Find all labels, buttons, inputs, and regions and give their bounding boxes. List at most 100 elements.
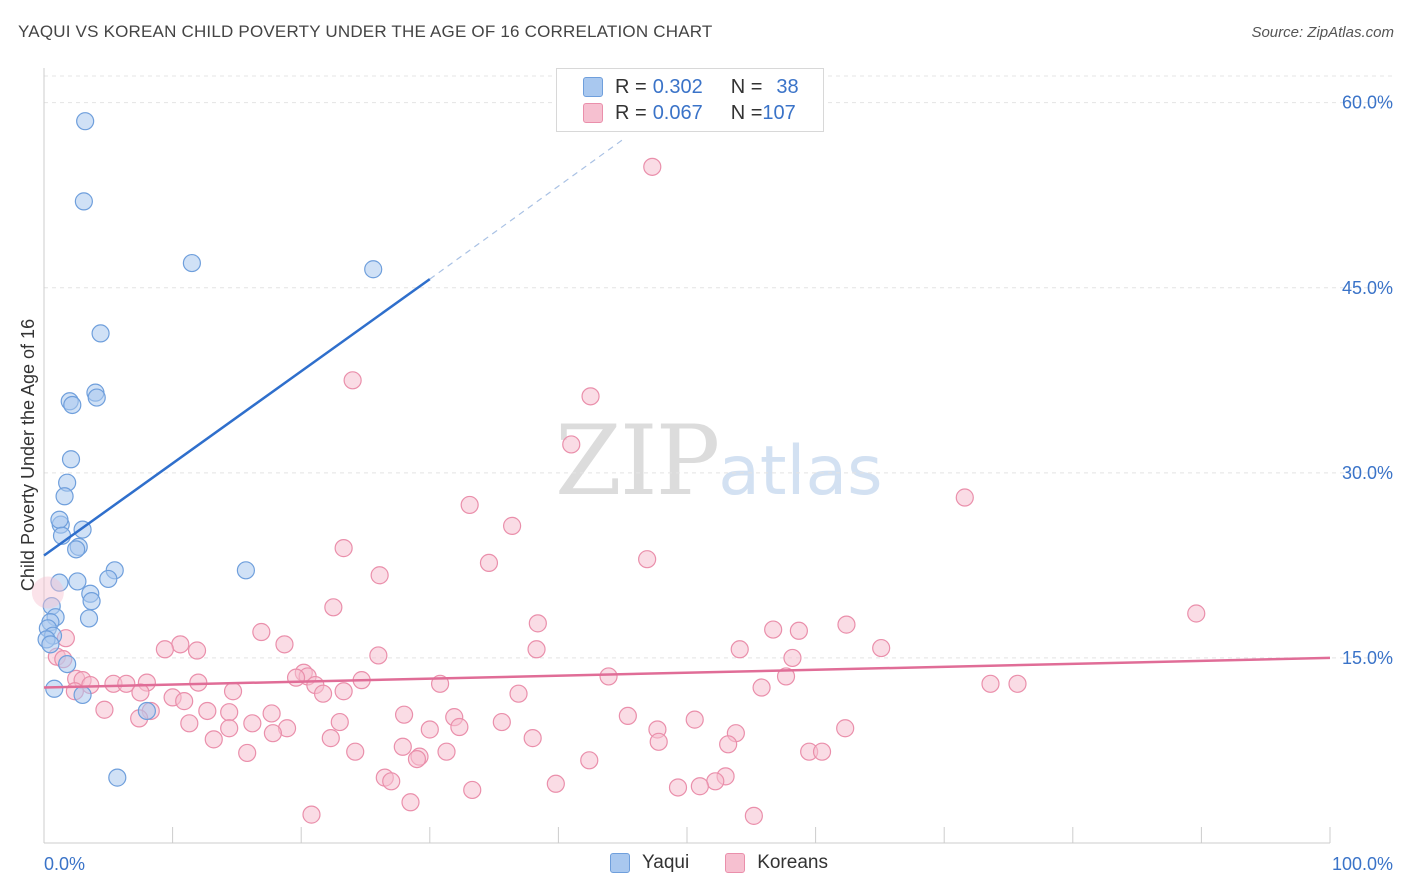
legend-swatch-koreans <box>583 103 603 123</box>
koreans-point <box>369 646 388 665</box>
yaqui-point <box>73 685 92 705</box>
koreans-point <box>243 714 262 733</box>
koreans-point <box>223 682 243 701</box>
koreans-point <box>334 539 353 558</box>
legend-n-value: 107 <box>762 101 796 124</box>
legend-n-label: N = <box>730 75 763 98</box>
yaqui-point <box>58 654 77 674</box>
koreans-point <box>31 576 64 609</box>
y-tick-label: 60.0% <box>1342 93 1393 113</box>
koreans-point <box>668 778 688 797</box>
koreans-point <box>562 435 581 454</box>
koreans-point <box>330 712 349 732</box>
koreans-point <box>131 683 150 702</box>
yaqui-point <box>74 192 93 211</box>
koreans-point <box>690 777 709 796</box>
series-swatch-yaqui <box>610 853 630 873</box>
koreans-point <box>220 703 239 722</box>
koreans-point <box>685 710 704 729</box>
koreans-point <box>706 772 725 791</box>
legend-r-label: R = <box>615 101 647 124</box>
koreans-point <box>313 684 333 703</box>
yaqui-point <box>50 510 69 529</box>
koreans-point <box>783 648 802 668</box>
koreans-point <box>503 516 522 535</box>
koreans-point <box>117 674 136 693</box>
koreans-point <box>275 635 294 654</box>
koreans-point <box>744 806 763 825</box>
yaqui-trendline <box>43 278 431 557</box>
koreans-point <box>764 620 783 639</box>
yaqui-point <box>76 112 95 131</box>
legend-n-label: N = <box>730 101 763 124</box>
yaqui-trendline-extension <box>429 139 624 280</box>
koreans-point <box>401 793 420 812</box>
koreans-point <box>187 641 207 660</box>
koreans-point <box>263 724 283 743</box>
koreans-point <box>872 638 891 658</box>
koreans-point <box>252 622 271 642</box>
koreans-point <box>394 705 414 724</box>
koreans-point <box>981 674 1000 693</box>
series-legend-yaqui: Yaqui <box>610 852 689 874</box>
series-legend: Yaqui Koreans <box>610 852 864 874</box>
legend-n-value: 38 <box>776 75 799 98</box>
series-label-koreans: Koreans <box>757 852 828 873</box>
koreans-point <box>776 667 796 686</box>
koreans-point <box>346 742 365 761</box>
koreans-point <box>479 553 499 573</box>
yaqui-point <box>91 324 110 343</box>
yaqui-point <box>236 561 256 580</box>
y-axis-label: Child Poverty Under the Age of 16 <box>18 319 38 591</box>
koreans-point <box>198 701 217 721</box>
source-label: Source: ZipAtlas.com <box>1251 24 1394 41</box>
yaqui-point <box>68 572 87 591</box>
koreans-point <box>752 678 771 697</box>
koreans-point <box>492 712 511 732</box>
koreans-point <box>407 749 427 769</box>
yaqui-point <box>182 253 201 273</box>
yaqui-point <box>55 487 74 506</box>
yaqui-point <box>61 450 81 469</box>
koreans-point <box>1187 604 1206 623</box>
x-tick-label: 100.0% <box>1332 854 1393 874</box>
koreans-point <box>719 735 738 754</box>
koreans-point <box>95 700 114 719</box>
series-swatch-koreans <box>725 853 746 873</box>
y-tick-label: 45.0% <box>1342 278 1393 298</box>
koreans-point <box>460 495 479 515</box>
koreans-point <box>523 729 542 748</box>
koreans-point <box>437 742 456 761</box>
yaqui-point <box>50 573 69 592</box>
legend-r-value: 0.302 <box>652 75 703 98</box>
koreans-point <box>204 730 223 749</box>
y-tick-label: 30.0% <box>1342 463 1393 483</box>
yaqui-point <box>41 635 60 654</box>
koreans-point <box>343 371 362 390</box>
koreans-point <box>812 742 832 761</box>
koreans-point <box>220 719 239 738</box>
koreans-point <box>175 692 194 711</box>
koreans-point <box>730 640 749 659</box>
koreans-point <box>286 668 306 687</box>
koreans-point <box>262 704 281 723</box>
legend-r-label: R = <box>615 75 647 98</box>
koreans-point <box>393 737 412 756</box>
koreans-point <box>789 621 808 640</box>
x-tick-label: 0.0% <box>44 854 85 874</box>
legend-r-value: 0.067 <box>652 101 703 124</box>
yaqui-point <box>137 701 156 721</box>
yaqui-point <box>82 592 101 611</box>
koreans-point <box>509 684 528 703</box>
koreans-point <box>302 805 321 824</box>
y-tick-label: 15.0% <box>1342 648 1393 668</box>
koreans-point <box>580 751 599 770</box>
koreans-point <box>450 717 469 737</box>
koreans-point <box>649 732 668 751</box>
koreans-point <box>599 667 618 686</box>
koreans-point <box>955 488 974 507</box>
koreans-point <box>837 615 856 634</box>
koreans-point <box>155 640 174 659</box>
koreans-point <box>171 635 190 654</box>
